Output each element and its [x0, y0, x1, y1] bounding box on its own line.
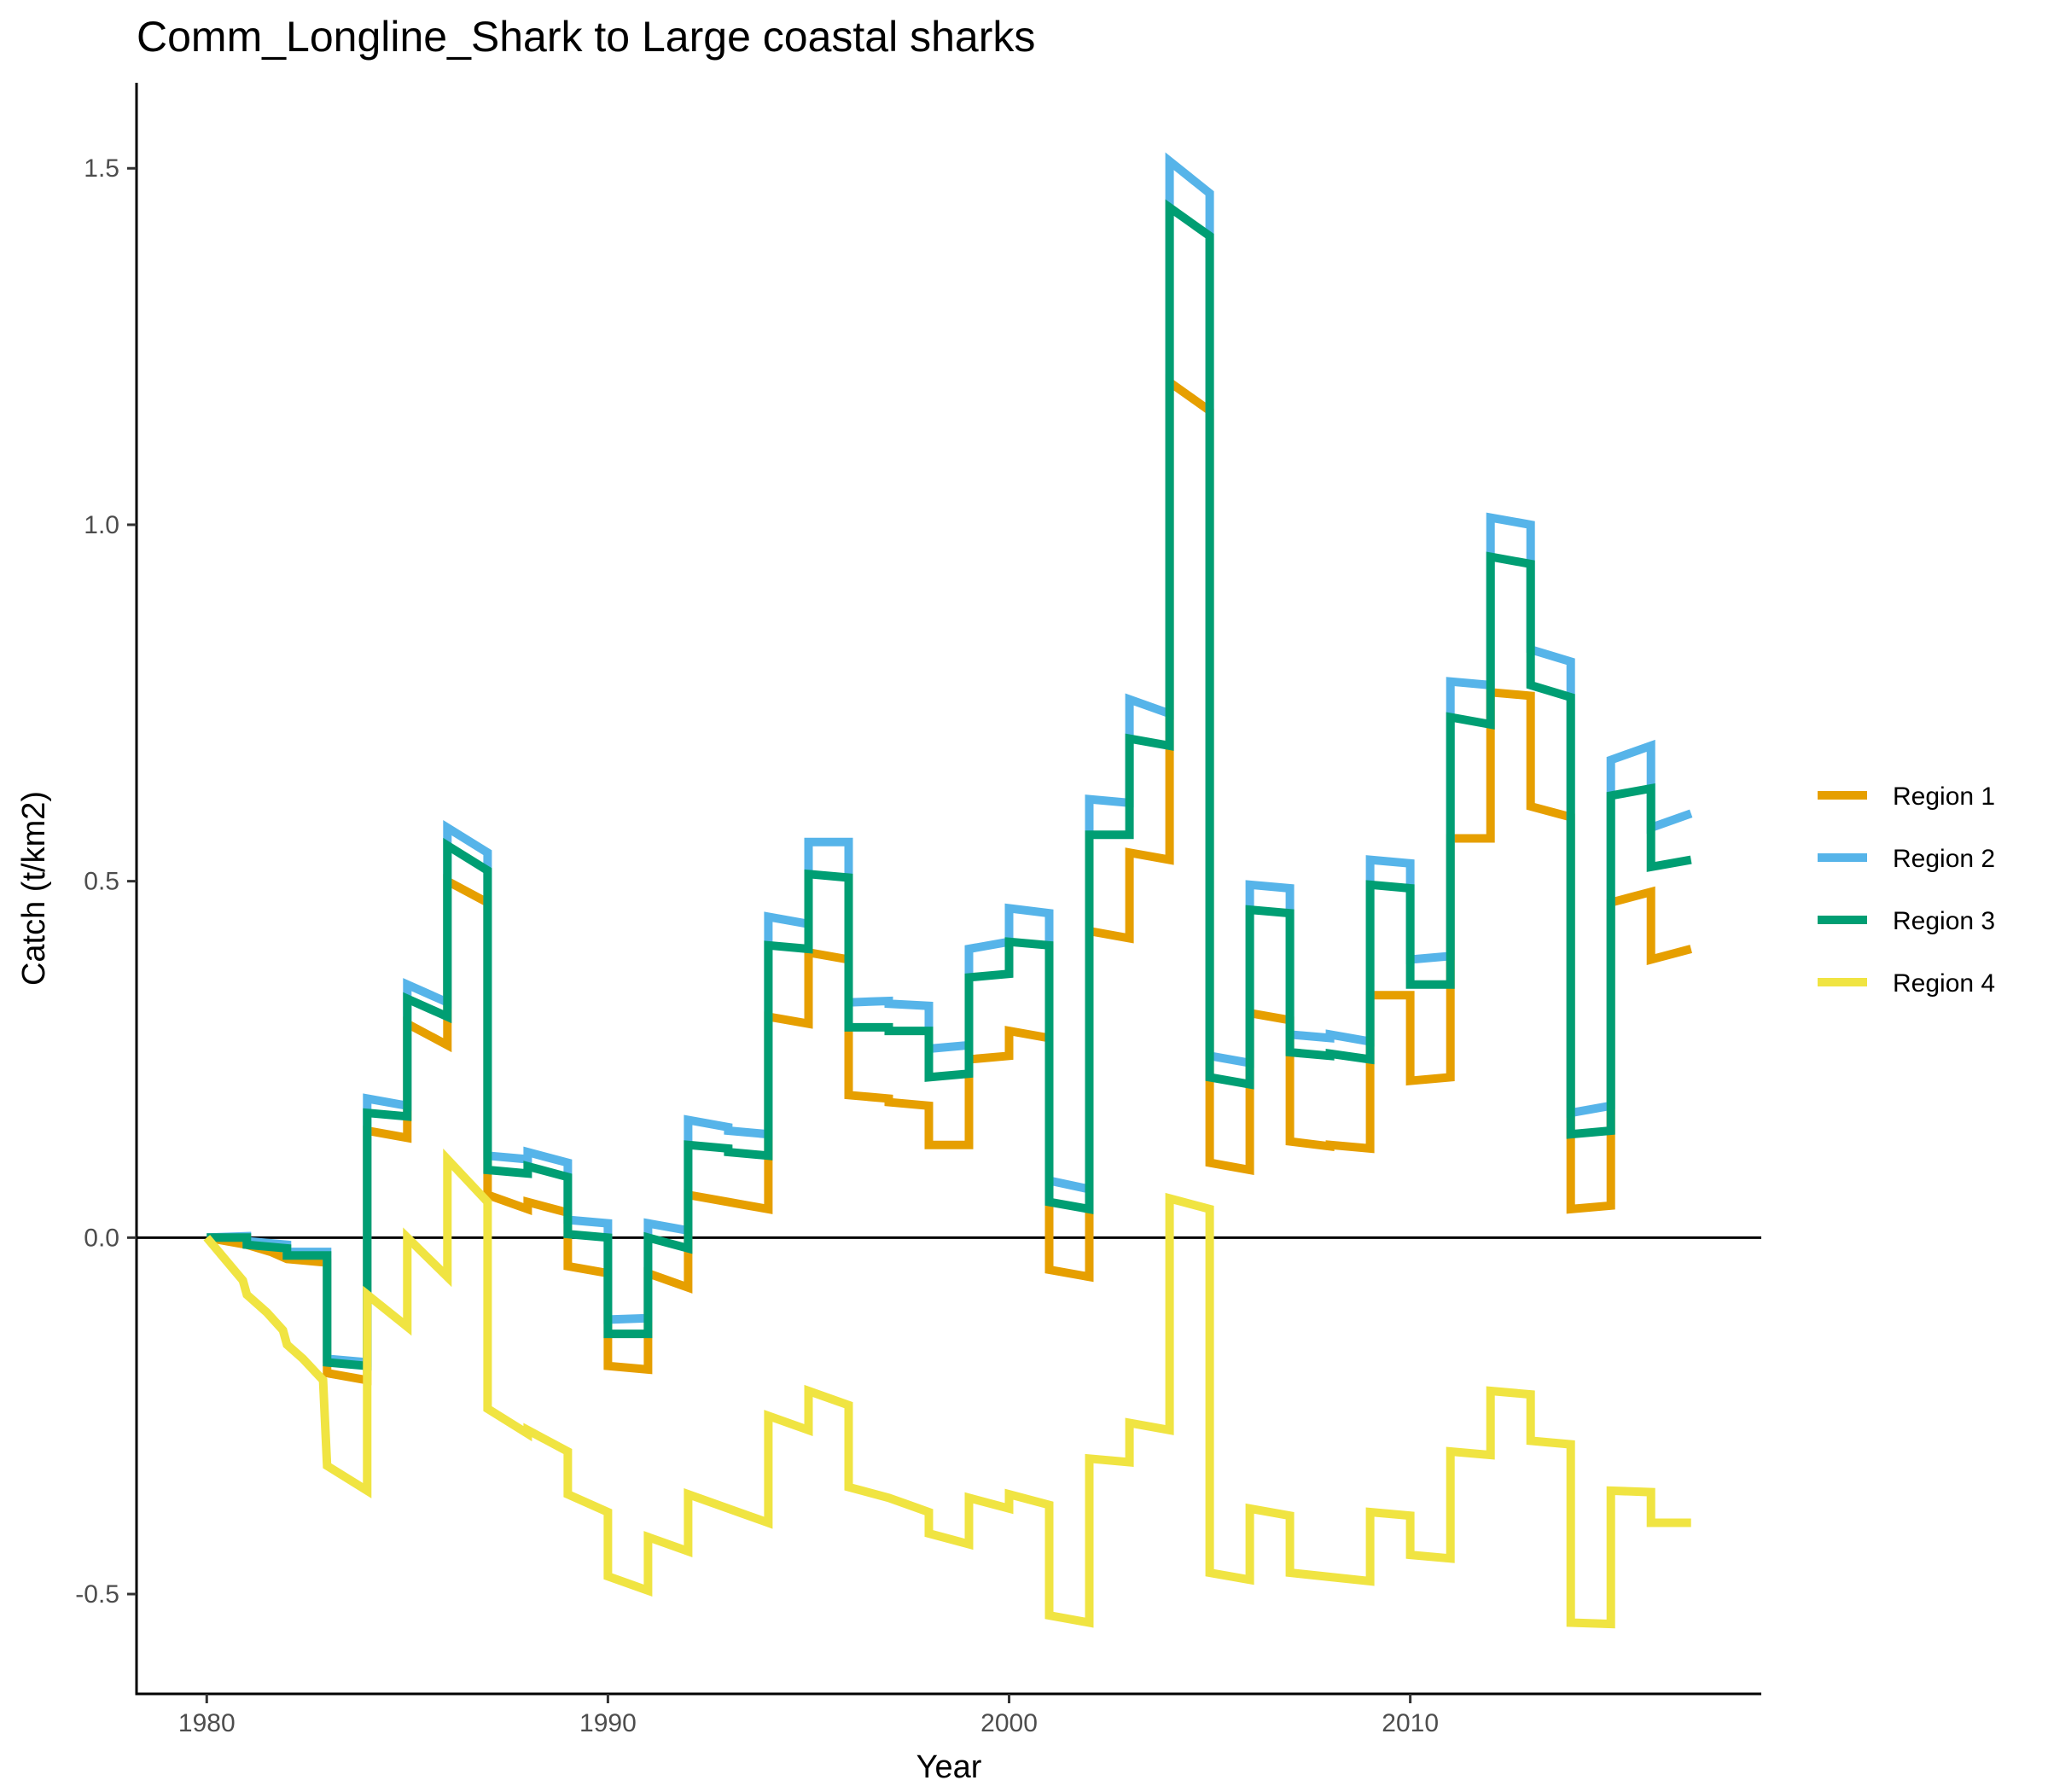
y-tick-label: -0.5: [75, 1580, 119, 1609]
ticks-layer: 1980 1990 2000 2010 -0.5 0.0 0.5 1.0 1.5: [75, 154, 1439, 1737]
x-tick-label: 2000: [980, 1709, 1038, 1737]
legend-label-region-3: Region 3: [1893, 907, 1995, 935]
series-line-region-4: [203, 1148, 1691, 1629]
legend-label-region-4: Region 4: [1893, 969, 1995, 998]
series-line-region-1: [206, 374, 1692, 1386]
chart-title: Comm_Longline_Shark to Large coastal sha…: [137, 13, 1036, 61]
series-line-region-2: [207, 152, 1693, 1367]
y-tick-label: 0.0: [84, 1224, 119, 1252]
y-tick-label: 1.5: [84, 154, 119, 183]
x-tick-label: 1990: [579, 1709, 637, 1737]
x-axis-title: Year: [916, 1749, 982, 1785]
y-tick-label: 1.0: [84, 511, 119, 539]
series-layer: [203, 152, 1693, 1629]
x-tick-label: 1980: [178, 1709, 236, 1737]
legend: Region 1 Region 2 Region 3 Region 4: [1818, 783, 1995, 998]
x-tick-label: 2010: [1382, 1709, 1439, 1737]
legend-label-region-2: Region 2: [1893, 845, 1995, 873]
y-tick-label: 0.5: [84, 868, 119, 896]
series-line-region-3: [207, 199, 1692, 1371]
y-axis-title: Catch (t/km2): [16, 791, 52, 986]
legend-label-region-1: Region 1: [1893, 783, 1995, 811]
